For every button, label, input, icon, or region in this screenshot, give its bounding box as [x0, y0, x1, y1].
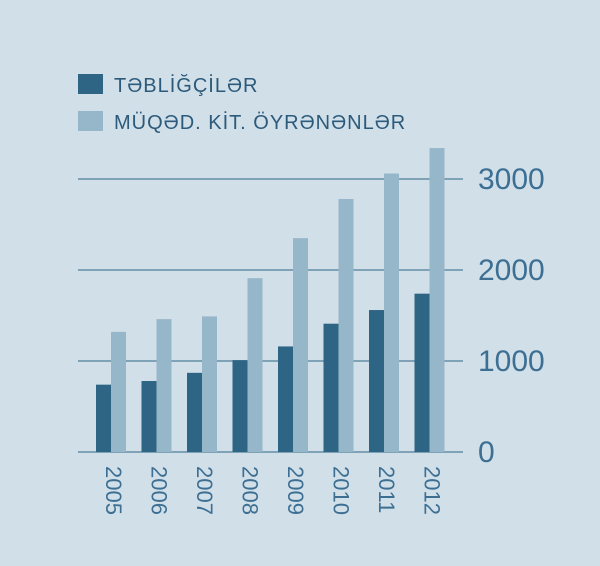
- bar-tebligciler-2009: [278, 346, 293, 452]
- x-tick-label-2011: 2011: [374, 466, 399, 513]
- bar-tebligciler-2005: [96, 384, 111, 452]
- bar-tebligciler-2011: [369, 310, 384, 452]
- y-tick-label: 0: [478, 436, 495, 469]
- legend-label-1: TƏBLİĞÇİLƏR: [114, 74, 258, 97]
- bar-tebligciler-2007: [187, 372, 202, 452]
- bar-muqeddes-2011: [384, 173, 399, 453]
- legend-swatch-1: [78, 74, 103, 94]
- bar-muqeddes-2012: [429, 148, 445, 452]
- bar-tebligciler-2008: [232, 360, 248, 452]
- bar-muqeddes-2006: [156, 319, 172, 452]
- bar-tebligciler-2010: [323, 323, 339, 452]
- legend-swatch-2: [78, 111, 103, 131]
- x-tick-label-2008: 2008: [238, 466, 263, 515]
- y-tick-label: 1000: [478, 345, 545, 378]
- bar-muqeddes-2009: [293, 238, 308, 452]
- bar-muqeddes-2005: [111, 331, 126, 452]
- bar-tebligciler-2006: [141, 381, 157, 452]
- x-tick-label-2010: 2010: [329, 466, 354, 515]
- y-tick-label: 3000: [478, 163, 545, 196]
- x-tick-label-2005: 2005: [101, 466, 126, 515]
- bar-muqeddes-2007: [202, 316, 217, 452]
- x-tick-label-2006: 2006: [147, 466, 172, 515]
- x-tick-label-2007: 2007: [192, 466, 217, 515]
- x-tick-label-2012: 2012: [420, 466, 445, 515]
- bar-muqeddes-2008: [247, 278, 263, 452]
- legend-label-2: MÜQƏD. KİT. ÖYRƏNƏNLƏR: [114, 111, 406, 134]
- bar-tebligciler-2012: [414, 293, 430, 452]
- x-tick-label-2009: 2009: [283, 466, 308, 515]
- bar-muqeddes-2010: [338, 199, 354, 452]
- y-tick-label: 2000: [478, 254, 545, 287]
